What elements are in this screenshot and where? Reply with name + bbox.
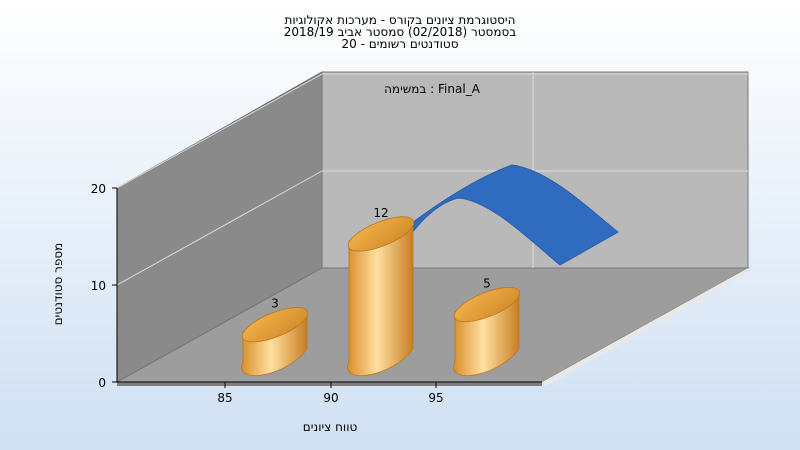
y-tick-label: 20 [91,182,106,196]
floor-front-edge [117,382,542,386]
bar: 12 [347,206,415,377]
bar-data-label: 5 [483,277,491,291]
chart-title-line-3: סטודנטים רשומים - 20 [341,37,458,51]
y-tick-label: 0 [98,376,106,390]
x-tick-label: 95 [428,391,443,405]
x-axis-label: טווח ציונים [303,420,358,434]
y-axis-ticks: 0 10 20 [91,182,118,390]
bars: 3 12 5 [241,206,521,377]
y-axis-label: מספר סטודנטים [51,243,65,326]
gridline-side [116,170,323,286]
bar-top [241,307,309,343]
chart-title-line-1: היסטוגרמת ציונים בקורס - מערכות אקולוגיו… [285,13,516,27]
x-tick-label: 90 [323,391,338,405]
plot-annotation: במשימה : Final_A [384,82,481,96]
gridline-side [116,73,323,189]
bar-body [347,226,414,377]
gridlines [116,72,748,286]
chart-title-line-2: בסמסטר (02/2018) סמסטר אביב 2018/19 [284,25,516,39]
bar: 5 [453,277,521,377]
bar-top [347,216,415,252]
bar-top [453,286,521,323]
floor-right-edge [542,268,750,386]
y-tick-label: 10 [91,279,106,293]
bar-data-label: 12 [373,206,388,220]
x-axis-ticks: 85 90 95 [117,381,542,405]
x-tick-label: 85 [217,391,232,405]
bar-data-label: 3 [271,297,279,311]
bar: 3 [241,297,309,377]
series-curve [379,164,619,266]
